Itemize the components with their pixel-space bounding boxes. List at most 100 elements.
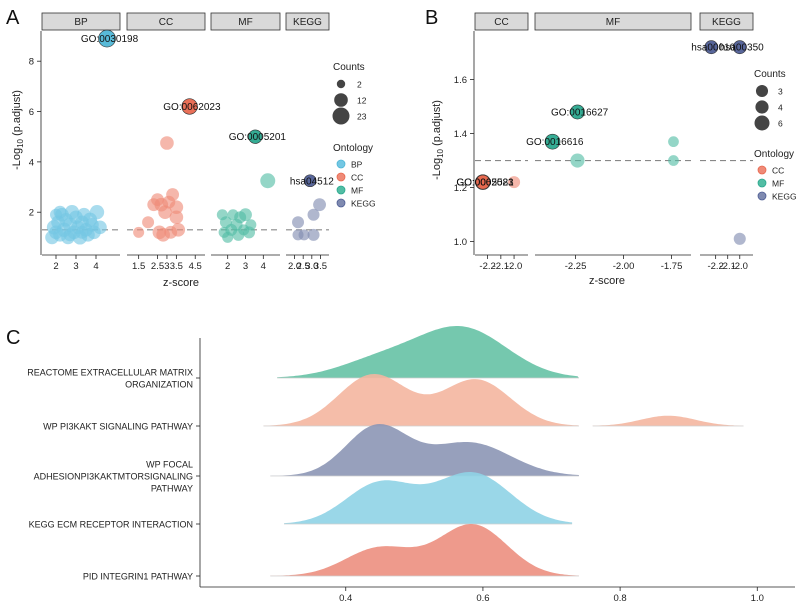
panel-a-facet-mf-point-label: GO:0005201	[229, 132, 287, 143]
panel-letter-b: B	[425, 7, 438, 29]
panel-a-facet-bp-strip	[41, 12, 121, 31]
panel-c-xtick-label: 0.8	[613, 593, 626, 602]
panel-b-facet-mf-strip-label: MF	[606, 17, 620, 28]
panel-b-legend-ontology-label: KEGG	[772, 192, 797, 202]
panel-a-facet-kegg-point	[303, 174, 317, 188]
panel-a-facet-mf-point	[222, 231, 234, 243]
panel-a-facet-cc-xtick-label: 4.5	[189, 261, 202, 272]
panel-a-facet-kegg-point	[307, 228, 320, 241]
panel-a-facet-bp-strip-label: BP	[74, 17, 88, 28]
panel-b-legend-count-label: 6	[778, 119, 783, 129]
panel-b-legend-ontology-dot	[757, 178, 767, 188]
panel-a-facet-cc-point	[164, 225, 178, 239]
panel-letter-c: C	[6, 327, 20, 349]
panel-a-facet-kegg-xtick-label: 3.0	[305, 261, 318, 272]
panel-a-facet-cc-strip-label: CC	[159, 17, 173, 28]
panel-b-xlabel: z-score	[589, 275, 625, 287]
panel-c-ridge-4-area	[284, 472, 573, 524]
panel-b-legend-count-dot	[754, 115, 770, 131]
panel-c-ridge-5-area	[270, 524, 579, 576]
panel-b-ytick-label: 1.2	[454, 183, 467, 194]
panel-a-facet-bp: BP 2 3 4 GO:0030198	[41, 12, 139, 272]
panel-a-facet-cc: CC 1.5 2.5 3.5 4.5 3 GO:0062023	[126, 12, 221, 272]
panel-a-legend-counts-title: Counts	[333, 62, 365, 73]
panel-c-ridge-1-label-line: REACTOME EXTRACELLULAR MATRIX	[27, 368, 193, 378]
panel-b-ytick-label: 1.6	[454, 75, 467, 86]
panel-b-legend-ontology-dot	[757, 191, 767, 201]
panel-b-facet-cc-point	[508, 176, 521, 189]
panel-a-facet-kegg-xtick-label: 2.0	[288, 261, 301, 272]
panel-c-chart: REACTOME EXTRACELLULAR MATRIX ORGANIZATIO…	[27, 326, 795, 602]
panel-a-facet-bp-point	[63, 228, 77, 242]
panel-a-facet-kegg-xtick-label: 2.5	[297, 261, 310, 272]
panel-a-ylabel: -Log10 (p.adjust)	[11, 90, 25, 170]
panel-b-legend-ontology-label: CC	[772, 166, 784, 176]
panel-c-ridge-1-label: REACTOME EXTRACELLULAR MATRIX ORGANIZATIO…	[27, 368, 193, 390]
panel-a-facet-mf-strip	[210, 12, 281, 31]
panel-b-facet-cc-strip	[474, 12, 529, 31]
panel-c-xtick-label: 0.4	[339, 593, 352, 602]
panel-c-ridge-2-area	[263, 374, 579, 426]
panel-b-legend-count-label: 3	[778, 87, 783, 97]
panel-a-facet-cc-strip	[126, 12, 206, 31]
panel-a-ylabel-main: -Log	[11, 148, 23, 170]
panel-b-facet-kegg-point	[733, 232, 746, 245]
panel-a-facet-kegg-strip	[285, 12, 330, 31]
panel-c-ridge-5: PID INTEGRIN1 PATHWAY	[83, 524, 579, 582]
panel-a-facet-mf-xtick-label: 3	[243, 261, 248, 272]
panel-a-facet-bp-xtick-label: 4	[93, 261, 98, 272]
panel-a-ytick-label: 2	[29, 208, 34, 219]
panel-a-ylabel-rest: (p.adjust)	[11, 90, 23, 139]
panel-a-facet-kegg-point	[292, 216, 305, 229]
panel-a-facet-bp-point	[98, 29, 116, 48]
panel-b-facet-mf-strip	[534, 12, 692, 31]
panel-b-facet-kegg-strip	[699, 12, 754, 31]
panel-b-facet-cc-xtick-label: -2.0	[506, 261, 522, 272]
panel-a-facet-mf-strip-label: MF	[238, 17, 252, 28]
panel-c-ridge-3-label-line: PATHWAY	[151, 484, 193, 494]
panel-b-facet-kegg-xtick-label: -2.1	[720, 261, 736, 272]
panel-a-facet-mf-point	[216, 209, 228, 221]
panel-b-legend-count-dot	[755, 100, 769, 114]
panel-c-ridge-2: WP PI3KAKT SIGNALING PATHWAY	[43, 374, 744, 432]
panel-c-ridge-5-label-line: PID INTEGRIN1 PATHWAY	[83, 572, 193, 582]
panel-a-facet-bp-xtick-label: 3	[73, 261, 78, 272]
panel-c-ridge-1-area	[277, 326, 579, 378]
panel-a-legend-count-dot	[336, 79, 346, 89]
panel-b-facet-mf-xtick-label: -2.25	[565, 261, 587, 272]
panel-b-facet-kegg-point	[704, 40, 719, 55]
panel-a-facet-kegg: KEGG 2.02.53.03.5 hsa04512	[285, 12, 334, 272]
panel-b-legend-ontology-title: Ontology	[754, 149, 794, 160]
panel-a-legend-count-label: 12	[357, 96, 367, 106]
panel-b-facet-cc-xtick-label: -2.1	[493, 261, 509, 272]
panel-a-facet-cc-xtick-label: 3	[164, 261, 169, 272]
panel-a-facet-cc-xtick-label: 1.5	[132, 261, 145, 272]
panel-c-ridge-3-label: WP FOCAL ADHESIONPI3KAKTMTORSIGNALING PATH…	[34, 460, 193, 494]
panel-b-facet-mf-point	[570, 153, 585, 168]
panel-a-legend-ontology-title: Ontology	[333, 143, 373, 154]
panel-b-facet-mf-xtick-label: -1.75	[661, 261, 683, 272]
panel-a-facet-mf-xtick-label: 2	[225, 261, 230, 272]
panel-b-legend-count-label: 4	[778, 103, 783, 113]
panel-b-facet-mf-xtick-label: -2.00	[613, 261, 635, 272]
panel-a-legend-ontology-label: KEGG	[351, 199, 376, 209]
panel-a-facet-mf-point	[245, 219, 257, 231]
panel-a-facet-cc-point	[160, 136, 174, 150]
panel-c-ridge-3-label-line: ADHESIONPI3KAKTMTORSIGNALING	[34, 472, 193, 482]
panel-b-facet-mf-point	[668, 136, 679, 148]
panel-a-facet-cc-point-label: GO:0062023	[163, 102, 221, 113]
panel-a-facet-kegg-point	[313, 198, 326, 212]
panel-c-ridge-5-label: PID INTEGRIN1 PATHWAY	[83, 572, 193, 582]
panel-c-ridge-2-label: WP PI3KAKT SIGNALING PATHWAY	[43, 422, 193, 432]
panel-b-facet-cc-xtick-label: -2.2	[479, 261, 495, 272]
panel-a-legend-count-dot	[334, 93, 348, 107]
panel-b-facet-mf-point	[668, 155, 679, 166]
panel-a-facet-cc-point	[158, 205, 172, 220]
panel-c-ridge-3-label-line: WP FOCAL	[146, 460, 193, 470]
panel-a-facet-mf-point	[227, 209, 239, 221]
panel-a-legend-count-dot	[332, 107, 350, 125]
panel-a-legend-ontology-dot	[336, 172, 346, 182]
